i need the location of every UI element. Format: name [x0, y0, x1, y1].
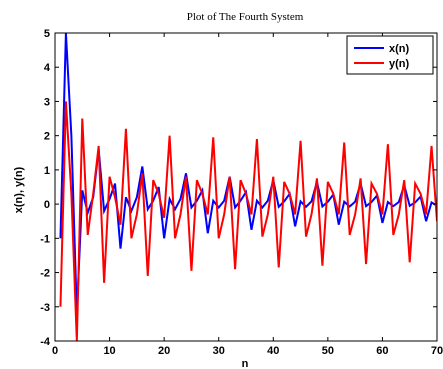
x-tick-label: 10	[103, 345, 115, 357]
legend-label: x(n)	[389, 43, 410, 55]
series-line-x	[59, 33, 437, 314]
y-tick-label: 4	[44, 62, 51, 74]
x-tick-label: 40	[267, 345, 279, 357]
y-tick-label: 1	[44, 165, 50, 177]
y-tick-label: -2	[40, 268, 50, 280]
x-tick-label: 20	[158, 345, 170, 357]
x-tick-label: 70	[431, 345, 443, 357]
y-tick-label: -1	[40, 233, 50, 245]
legend-label: y(n)	[389, 58, 410, 70]
y-tick-label: 3	[44, 96, 50, 108]
plot-frame	[54, 32, 438, 342]
y-tick-label: 5	[44, 28, 50, 40]
x-tick-label: 0	[52, 345, 58, 357]
y-tick-label: 2	[44, 131, 50, 143]
series-line-y	[59, 101, 437, 341]
x-tick-label: 30	[213, 345, 225, 357]
legend: x(n) y(n)	[346, 35, 434, 75]
y-tick-label: -3	[40, 302, 50, 314]
x-tick-label: 50	[322, 345, 334, 357]
legend-box	[346, 35, 434, 75]
y-tick-label: -4	[40, 336, 51, 348]
chart-title: Plot of The Fourth System	[187, 11, 304, 23]
x-axis-label: n	[242, 358, 249, 369]
y-axis-label: x(n), y(n)	[13, 166, 25, 213]
y-tick-label: 0	[44, 199, 50, 211]
x-tick-label: 60	[376, 345, 388, 357]
